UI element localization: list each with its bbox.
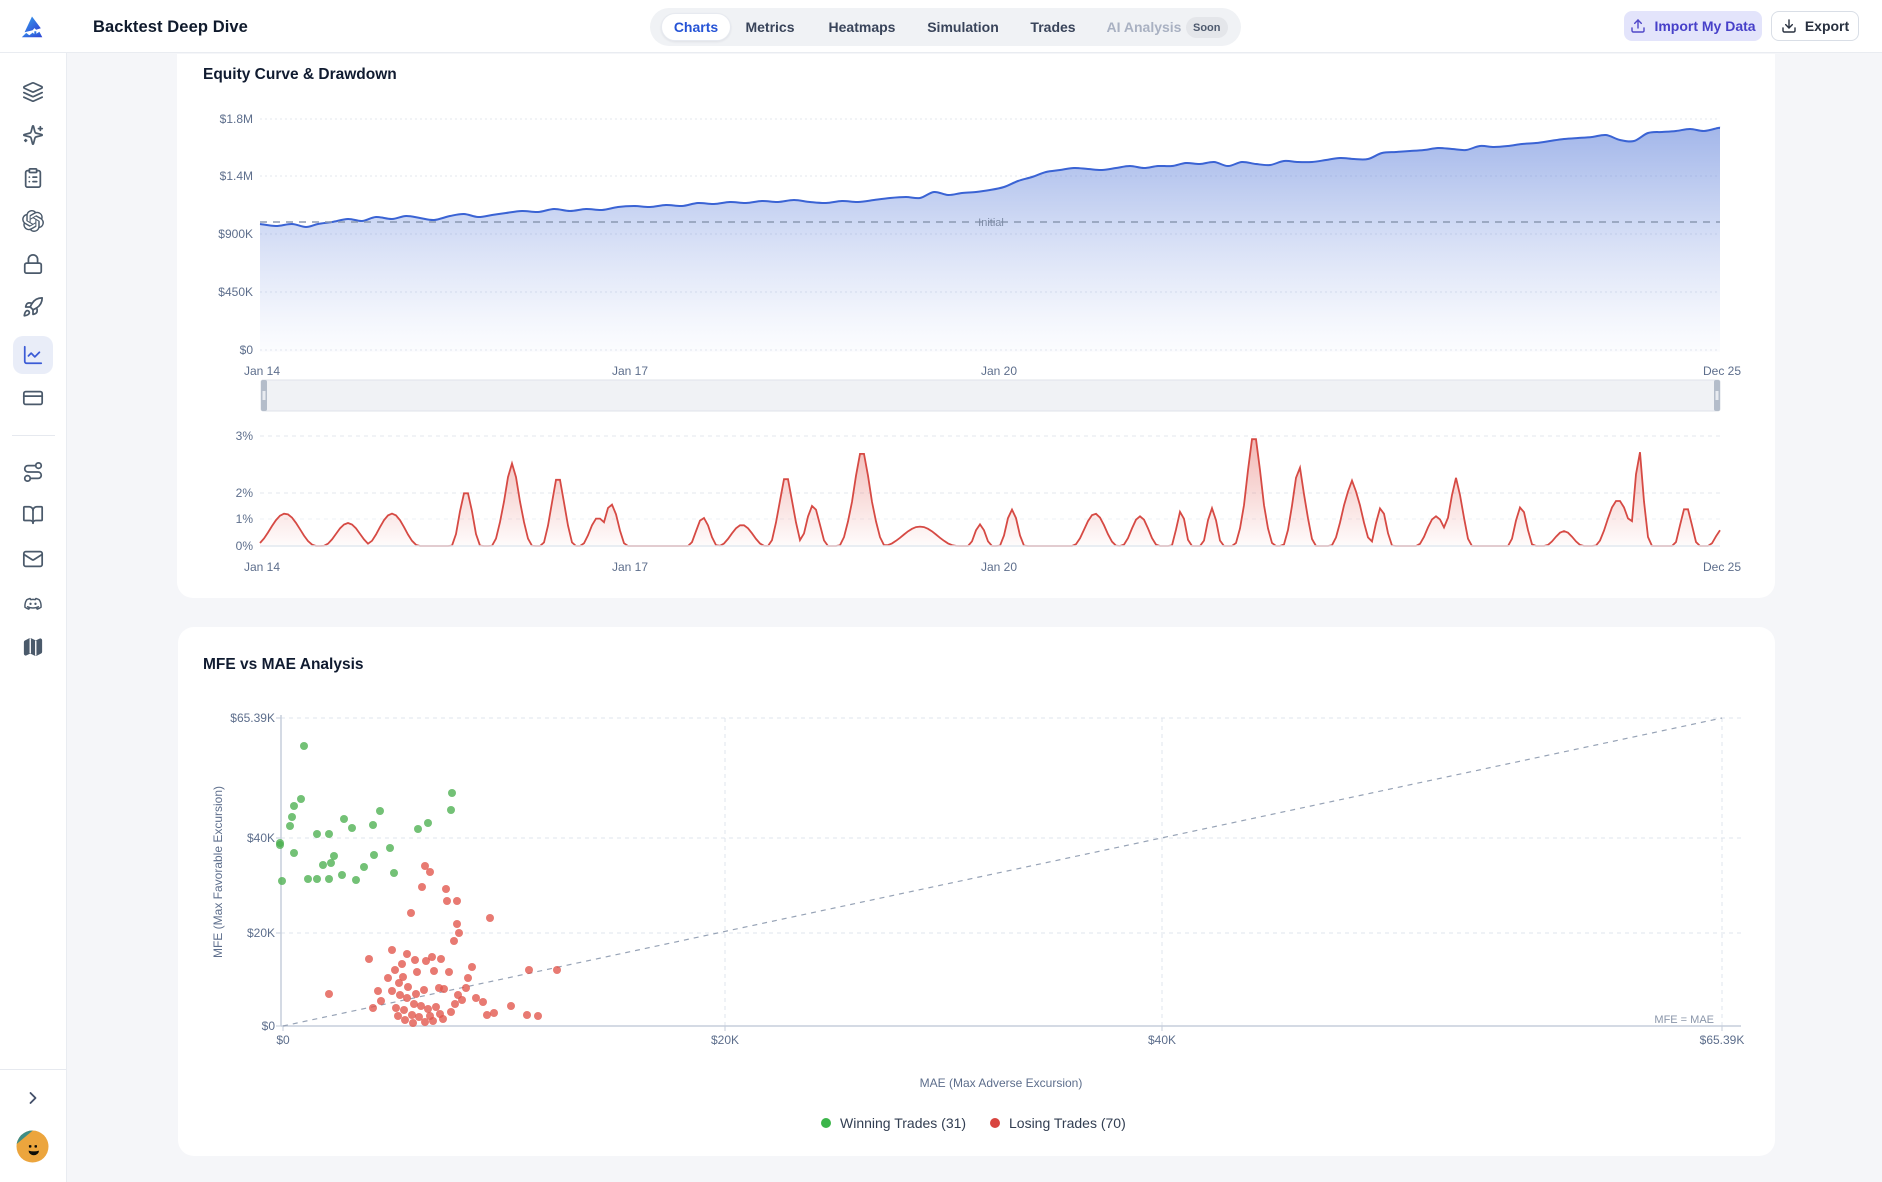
svg-text:1%: 1% — [236, 512, 254, 526]
svg-text:$1.8M: $1.8M — [220, 112, 253, 126]
svg-text:$65.39K: $65.39K — [1700, 1033, 1745, 1047]
svg-text:Dec 25: Dec 25 — [1703, 364, 1741, 378]
svg-text:MAE (Max Adverse Excursion): MAE (Max Adverse Excursion) — [920, 1076, 1083, 1090]
svg-text:Jan 20: Jan 20 — [981, 364, 1017, 378]
svg-text:$40K: $40K — [247, 831, 275, 845]
svg-text:Jan 17: Jan 17 — [612, 364, 648, 378]
svg-text:Equity Curve & Drawdown: Equity Curve & Drawdown — [203, 66, 397, 83]
svg-text:Jan 14: Jan 14 — [244, 364, 280, 378]
svg-text:$0: $0 — [276, 1033, 290, 1047]
svg-text:Jan 17: Jan 17 — [612, 560, 648, 574]
svg-text:Losing Trades (70): Losing Trades (70) — [1009, 1115, 1126, 1131]
svg-text:$450K: $450K — [218, 285, 253, 299]
svg-text:$20K: $20K — [711, 1033, 739, 1047]
svg-text:$0: $0 — [262, 1019, 276, 1033]
svg-text:Jan 14: Jan 14 — [244, 560, 280, 574]
svg-text:$40K: $40K — [1148, 1033, 1176, 1047]
svg-text:MFE = MAE: MFE = MAE — [1654, 1014, 1714, 1026]
svg-text:$1.4M: $1.4M — [220, 169, 253, 183]
svg-text:Initial: Initial — [978, 217, 1004, 229]
svg-text:$20K: $20K — [247, 926, 275, 940]
svg-text:$0: $0 — [240, 343, 254, 357]
svg-text:$65.39K: $65.39K — [230, 711, 275, 725]
svg-text:Winning Trades (31): Winning Trades (31) — [840, 1115, 966, 1131]
svg-text:2%: 2% — [236, 486, 254, 500]
svg-text:0%: 0% — [236, 539, 254, 553]
svg-text:Jan 20: Jan 20 — [981, 560, 1017, 574]
svg-text:3%: 3% — [236, 429, 254, 443]
svg-text:$900K: $900K — [218, 227, 253, 241]
svg-text:MFE (Max Favorable Excursion): MFE (Max Favorable Excursion) — [211, 786, 225, 958]
svg-text:MFE vs MAE Analysis: MFE vs MAE Analysis — [203, 656, 364, 673]
svg-text:Dec 25: Dec 25 — [1703, 560, 1741, 574]
